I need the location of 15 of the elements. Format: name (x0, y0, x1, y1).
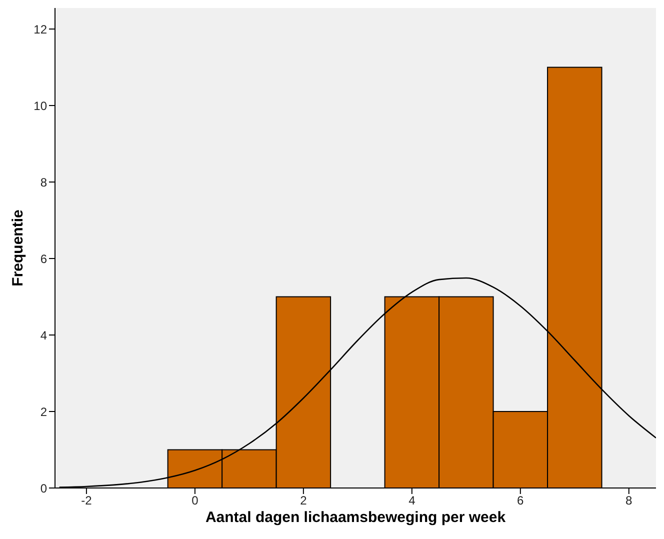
y-tick-label: 6 (40, 252, 48, 266)
x-tick-label: -2 (81, 494, 92, 508)
y-tick-label: 2 (40, 404, 48, 419)
x-tick-label: 4 (408, 494, 416, 508)
y-tick-label: 8 (40, 175, 48, 190)
x-tick-label: 2 (300, 494, 308, 508)
y-tick-label: 0 (40, 481, 48, 496)
y-tick-label: 4 (40, 328, 48, 342)
x-tick-label: 6 (517, 494, 524, 508)
x-tick-label: 0 (192, 494, 199, 508)
y-tick-label: 10 (34, 98, 48, 113)
x-axis-title: Aantal dagen lichaamsbeweging per week (204, 509, 507, 526)
y-tick-label: 12 (34, 22, 48, 36)
x-tick-label: 8 (626, 494, 633, 508)
y-axis-title: Frequentie (9, 210, 28, 286)
